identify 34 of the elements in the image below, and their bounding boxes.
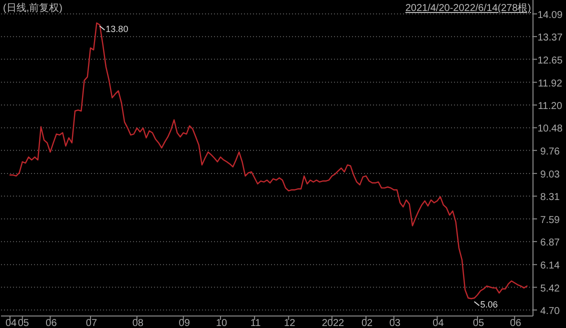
y-tick-label: 11.92 — [538, 78, 563, 90]
y-tick-label: 11.20 — [538, 101, 563, 112]
y-tick-label: 12.65 — [537, 55, 563, 66]
x-tick-label: 06 — [510, 318, 522, 328]
x-tick-label: 05 — [18, 318, 30, 328]
y-tick-label: 10.48 — [537, 124, 563, 135]
y-tick-label: 6.14 — [540, 260, 560, 272]
x-tick-label: 12 — [284, 318, 296, 328]
x-tick-label: 2022 — [322, 318, 345, 328]
y-tick-label: 9.03 — [540, 169, 560, 180]
x-tick-label: 06 — [46, 318, 58, 328]
y-tick-label: 4.70 — [540, 306, 560, 318]
y-tick-label: 6.87 — [540, 238, 560, 249]
x-tick-label: 09 — [178, 318, 190, 328]
x-tick-label: 03 — [389, 318, 401, 328]
line-series — [9, 22, 528, 300]
annotation: 5.06 — [480, 300, 498, 310]
x-tick-label: 07 — [86, 318, 98, 328]
y-tick-label: 14.09 — [537, 10, 563, 21]
y-tick-label: 5.42 — [540, 283, 560, 294]
annotation: 13.80 — [106, 24, 128, 34]
x-tick-label: 04 — [5, 318, 17, 328]
x-tick-label: 11 — [250, 318, 262, 328]
x-tick-label: 10 — [216, 318, 228, 328]
annotation: 2021/4/20-2022/6/14(278根) — [405, 2, 531, 14]
x-tick-label: 08 — [132, 318, 144, 328]
y-tick-label: 13.37 — [537, 32, 563, 44]
y-tick-label: 9.76 — [540, 146, 560, 158]
x-tick-label: 05 — [472, 318, 484, 328]
x-tick-label: 02 — [361, 318, 374, 328]
y-tick-label: 8.31 — [540, 192, 560, 204]
chart-title: (日线,前复权) — [3, 2, 62, 14]
y-tick-label: 7.59 — [540, 214, 560, 226]
x-tick-label: 04 — [432, 318, 444, 328]
